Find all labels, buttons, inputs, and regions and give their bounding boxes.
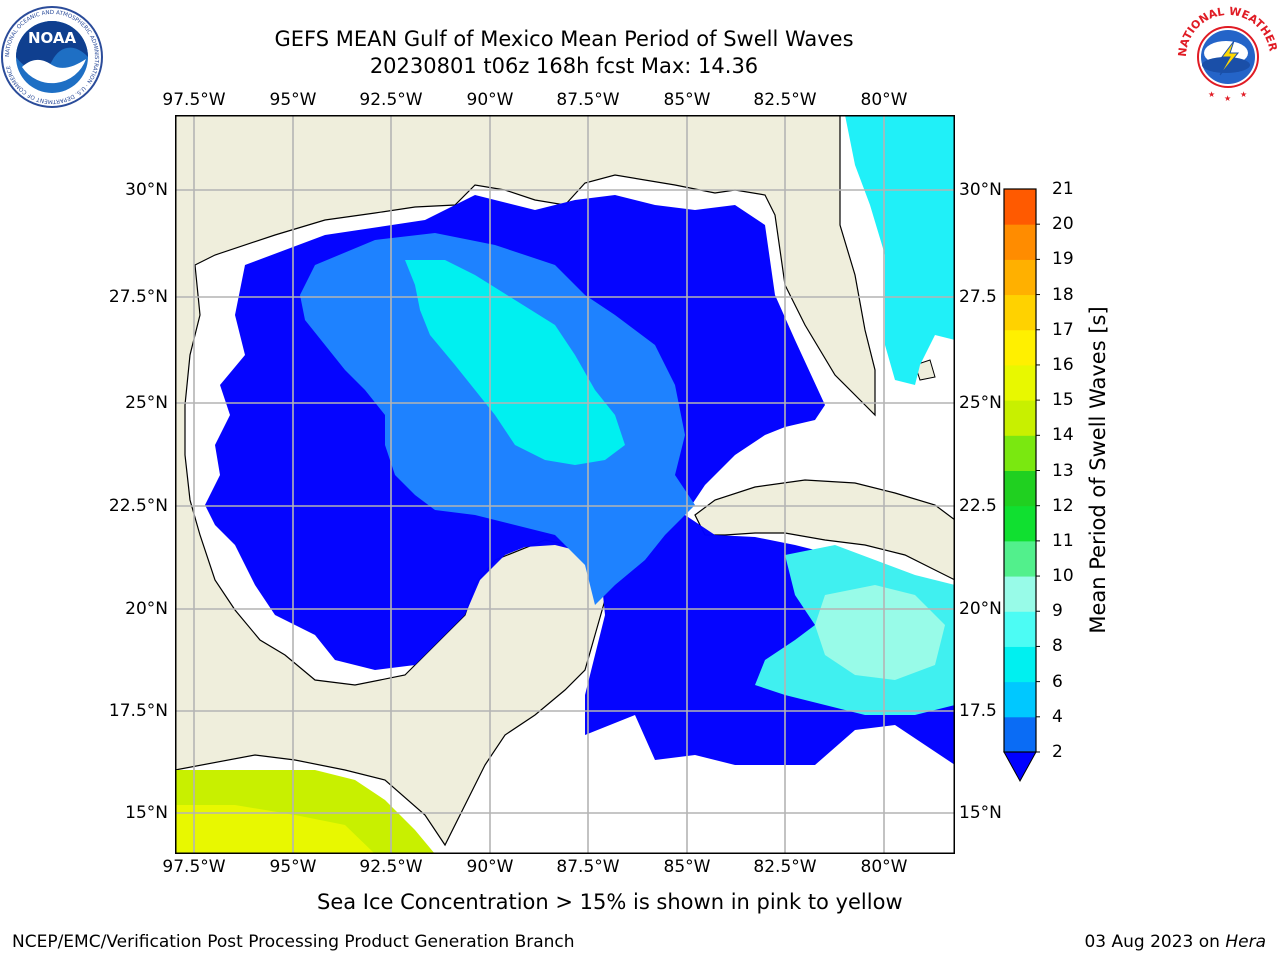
sea-ice-core <box>175 805 375 854</box>
colorbar-segment-2-4 <box>1004 716 1036 753</box>
lat-label-right-22.5: 22.5 <box>959 496 997 516</box>
colorbar-tick-17: 17 <box>1052 319 1074 340</box>
colorbar-tick-15: 15 <box>1052 390 1074 411</box>
colorbar-segment-6-8 <box>1004 646 1036 683</box>
lon-label-top-87.5w: 87.5°W <box>556 90 620 110</box>
lat-label-left-30n: 30°N <box>125 180 168 200</box>
colorbar-tick-11: 11 <box>1052 530 1074 551</box>
lon-label-bottom-95w: 95°W <box>269 857 317 877</box>
colorbar <box>1003 188 1040 783</box>
swell-4to6s-band <box>300 233 695 605</box>
colorbar-tick-21: 21 <box>1052 179 1074 199</box>
colorbar-tick-13: 13 <box>1052 460 1074 481</box>
lat-label-left-17.5n: 17.5°N <box>108 701 168 721</box>
colorbar-tick-14: 14 <box>1052 425 1074 446</box>
lon-label-top-82.5w: 82.5°W <box>753 90 817 110</box>
lon-label-bottom-87.5w: 87.5°W <box>556 857 620 877</box>
lon-label-top-85w: 85°W <box>663 90 711 110</box>
colorbar-segment-8-9 <box>1004 611 1036 647</box>
footer-right-stamp: 03 Aug 2023 on Hera <box>1084 932 1266 952</box>
nws-logo: NATIONAL WEATHER SERVICE ★ ★ ★ <box>1172 0 1280 109</box>
lon-label-top-92.5w: 92.5°W <box>359 90 423 110</box>
cuba-landmass <box>694 479 955 581</box>
colorbar-segment-17-18 <box>1004 294 1036 331</box>
svg-text:★: ★ <box>1224 94 1231 103</box>
colorbar-segment-14-15 <box>1004 400 1036 436</box>
colorbar-tick-4: 4 <box>1052 706 1063 727</box>
lat-label-left-25n: 25°N <box>125 393 168 413</box>
lat-label-left-15n: 15°N <box>125 803 168 823</box>
colorbar-segment-19-20 <box>1004 224 1036 260</box>
swell-6to8s-core <box>405 260 625 465</box>
lat-label-right-25n: 25°N <box>959 393 1002 413</box>
colorbar-label: Mean Period of Swell Waves [s] <box>1086 306 1110 634</box>
lon-label-top-80w: 80°W <box>860 90 908 110</box>
colorbar-segment-16-17 <box>1004 329 1036 366</box>
noaa-logo-text: NOAA <box>28 29 77 47</box>
lat-label-right-27.5: 27.5 <box>959 287 997 307</box>
map-title: GEFS MEAN Gulf of Mexico Mean Period of … <box>274 27 854 51</box>
lat-label-right-17.5: 17.5 <box>959 701 997 721</box>
colorbar-tick-20: 20 <box>1052 214 1074 235</box>
colorbar-tick-19: 19 <box>1052 249 1074 270</box>
lat-label-right-20n: 20°N <box>959 599 1002 619</box>
lon-label-top-95w: 95°W <box>269 90 317 110</box>
map-subtitle: 20230801 t06z 168h fcst Max: 14.36 <box>369 54 759 78</box>
lon-label-bottom-97.5w: 97.5°W <box>162 857 226 877</box>
colorbar-segment-18-19 <box>1004 259 1036 296</box>
lon-label-bottom-90w: 90°W <box>466 857 514 877</box>
footer-date: 03 Aug 2023 on <box>1084 932 1226 952</box>
lat-label-left-20n: 20°N <box>125 599 168 619</box>
lon-label-bottom-92.5w: 92.5°W <box>359 857 423 877</box>
footer-host: Hera <box>1225 932 1266 952</box>
lon-label-bottom-80w: 80°W <box>860 857 908 877</box>
swell-atlantic-band <box>845 115 955 385</box>
colorbar-segment-12-13 <box>1004 470 1036 507</box>
lat-label-right-30n: 30°N <box>959 180 1002 200</box>
footer-left-credit: NCEP/EMC/Verification Post Processing Pr… <box>12 932 575 952</box>
lon-label-top-97.5w: 97.5°W <box>162 90 226 110</box>
colorbar-tick-8: 8 <box>1052 636 1063 657</box>
lat-label-right-15n: 15°N <box>959 803 1002 823</box>
colorbar-extend-triangle <box>1003 751 1037 783</box>
colorbar-segment-11-12 <box>1004 505 1036 542</box>
colorbar-tick-18: 18 <box>1052 284 1074 305</box>
svg-text:★: ★ <box>1240 90 1247 99</box>
colorbar-segment-9-10 <box>1004 576 1036 612</box>
lon-label-top-90w: 90°W <box>466 90 514 110</box>
colorbar-segment-13-14 <box>1004 435 1036 471</box>
map-panel <box>175 115 955 854</box>
colorbar-tick-9: 9 <box>1052 601 1063 622</box>
lat-label-left-27.5n: 27.5°N <box>108 287 168 307</box>
colorbar-tick-16: 16 <box>1052 354 1074 375</box>
lon-label-bottom-85w: 85°W <box>663 857 711 877</box>
colorbar-segment-4-6 <box>1004 681 1036 718</box>
colorbar-tick-10: 10 <box>1052 566 1074 587</box>
colorbar-segment-20-21 <box>1004 189 1036 225</box>
colorbar-segment-10-11 <box>1004 540 1036 577</box>
svg-text:★: ★ <box>1208 90 1215 99</box>
graticule <box>175 115 955 854</box>
lat-label-left-22.5n: 22.5°N <box>108 496 168 516</box>
sea-ice-note: Sea Ice Concentration > 15% is shown in … <box>317 890 903 914</box>
noaa-logo: NATIONAL OCEANIC AND ATMOSPHERIC ADMINIS… <box>0 5 104 109</box>
colorbar-tick-6: 6 <box>1052 671 1063 692</box>
colorbar-tick-2: 2 <box>1052 742 1063 762</box>
colorbar-tick-12: 12 <box>1052 495 1074 516</box>
lon-label-bottom-82.5w: 82.5°W <box>753 857 817 877</box>
colorbar-segment-15-16 <box>1004 364 1036 401</box>
